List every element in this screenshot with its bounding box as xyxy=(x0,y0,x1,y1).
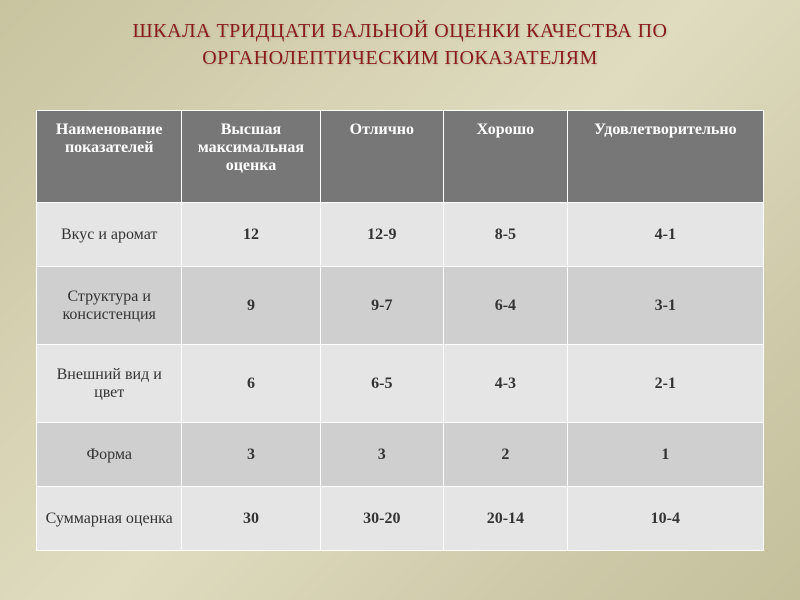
col-header-name: Наименование показателей xyxy=(37,111,182,203)
cell-value: 4-1 xyxy=(567,203,763,267)
col-header-satisfactory: Удовлетворительно xyxy=(567,111,763,203)
cell-value: 30 xyxy=(182,487,320,551)
table-row: Структура и консистенция99-76-43-1 xyxy=(37,267,764,345)
cell-value: 2 xyxy=(444,423,568,487)
title-line-1: ШКАЛА ТРИДЦАТИ БАЛЬНОЙ ОЦЕНКИ КАЧЕСТВА П… xyxy=(133,20,668,42)
cell-value: 6-5 xyxy=(320,345,444,423)
cell-value: 9-7 xyxy=(320,267,444,345)
row-label: Суммарная оценка xyxy=(37,487,182,551)
cell-value: 3 xyxy=(320,423,444,487)
cell-value: 1 xyxy=(567,423,763,487)
table-row: Суммарная оценка3030-2020-1410-4 xyxy=(37,487,764,551)
cell-value: 3-1 xyxy=(567,267,763,345)
row-label: Структура и консистенция xyxy=(37,267,182,345)
cell-value: 3 xyxy=(182,423,320,487)
table-body: Вкус и аромат1212-98-54-1Структура и кон… xyxy=(37,203,764,551)
table-row: Форма3321 xyxy=(37,423,764,487)
cell-value: 6-4 xyxy=(444,267,568,345)
cell-value: 12 xyxy=(182,203,320,267)
cell-value: 8-5 xyxy=(444,203,568,267)
cell-value: 4-3 xyxy=(444,345,568,423)
slide: ШКАЛА ТРИДЦАТИ БАЛЬНОЙ ОЦЕНКИ КАЧЕСТВА П… xyxy=(0,0,800,600)
title-line-2: ОРГАНОЛЕПТИЧЕСКИМ ПОКАЗАТЕЛЯМ xyxy=(202,47,598,69)
cell-value: 9 xyxy=(182,267,320,345)
row-label: Вкус и аромат xyxy=(37,203,182,267)
table-row: Внешний вид и цвет66-54-32-1 xyxy=(37,345,764,423)
row-label: Форма xyxy=(37,423,182,487)
col-header-good: Хорошо xyxy=(444,111,568,203)
cell-value: 2-1 xyxy=(567,345,763,423)
cell-value: 6 xyxy=(182,345,320,423)
table-header-row: Наименование показателей Высшая максимал… xyxy=(37,111,764,203)
cell-value: 12-9 xyxy=(320,203,444,267)
cell-value: 10-4 xyxy=(567,487,763,551)
cell-value: 20-14 xyxy=(444,487,568,551)
col-header-excellent: Отлично xyxy=(320,111,444,203)
col-header-max: Высшая максимальная оценка xyxy=(182,111,320,203)
rating-scale-table: Наименование показателей Высшая максимал… xyxy=(36,110,764,551)
cell-value: 30-20 xyxy=(320,487,444,551)
row-label: Внешний вид и цвет xyxy=(37,345,182,423)
slide-title: ШКАЛА ТРИДЦАТИ БАЛЬНОЙ ОЦЕНКИ КАЧЕСТВА П… xyxy=(36,18,764,72)
table-row: Вкус и аромат1212-98-54-1 xyxy=(37,203,764,267)
